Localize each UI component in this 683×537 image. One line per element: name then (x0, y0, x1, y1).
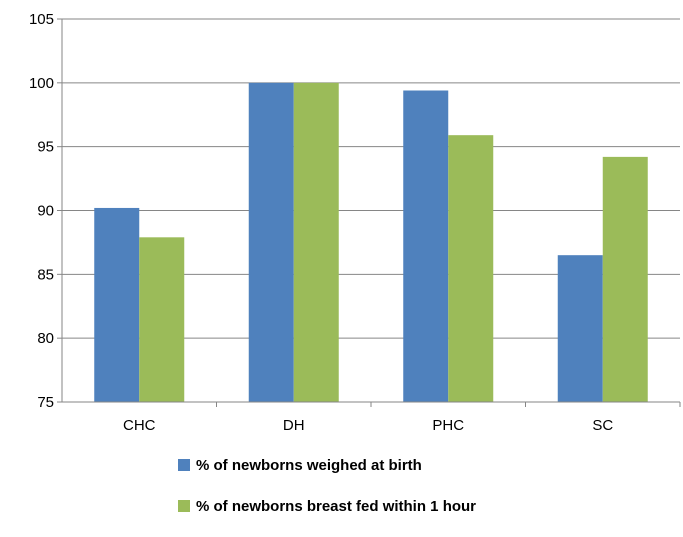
bar-chart: 75 80 85 90 95 100 105 CHC DH PHC SC (29, 11, 681, 434)
y-tick-label: 90 (37, 203, 54, 220)
bar-sc-series-0 (557, 255, 603, 402)
y-tick-label: 75 (37, 394, 54, 411)
bar-dh-series-1 (293, 82, 339, 402)
y-tick-labels: 75 80 85 90 95 100 105 (29, 11, 54, 411)
y-tick-label: 80 (37, 330, 54, 347)
legend-item-weighed: % of newborns weighed at birth (178, 455, 476, 475)
bar-dh-series-0 (248, 82, 294, 402)
bar-phc-series-0 (403, 90, 449, 402)
legend-label-weighed: % of newborns weighed at birth (196, 456, 422, 474)
x-tick-label: PHC (432, 417, 464, 434)
x-tick-labels: CHC DH PHC SC (123, 417, 613, 434)
legend-swatch-weighed (178, 459, 190, 471)
bars (94, 82, 648, 402)
axes (61, 19, 681, 407)
legend-swatch-breastfed (178, 500, 190, 512)
x-tick-label: CHC (123, 417, 156, 434)
bar-chc-series-1 (139, 237, 185, 402)
x-tick-label: SC (592, 417, 613, 434)
legend: % of newborns weighed at birth % of newb… (178, 455, 476, 537)
legend-label-breastfed: % of newborns breast fed within 1 hour (196, 497, 477, 515)
y-tick-label: 85 (37, 266, 54, 283)
y-tick-label: 95 (37, 139, 54, 156)
bar-sc-series-1 (602, 156, 648, 402)
y-tick-label: 100 (29, 75, 54, 92)
bar-phc-series-1 (448, 135, 494, 402)
bar-chc-series-0 (94, 207, 140, 402)
x-tick-label: DH (283, 417, 305, 434)
y-tick-label: 105 (29, 11, 54, 28)
legend-item-breastfed: % of newborns breast fed within 1 hour (178, 496, 476, 516)
